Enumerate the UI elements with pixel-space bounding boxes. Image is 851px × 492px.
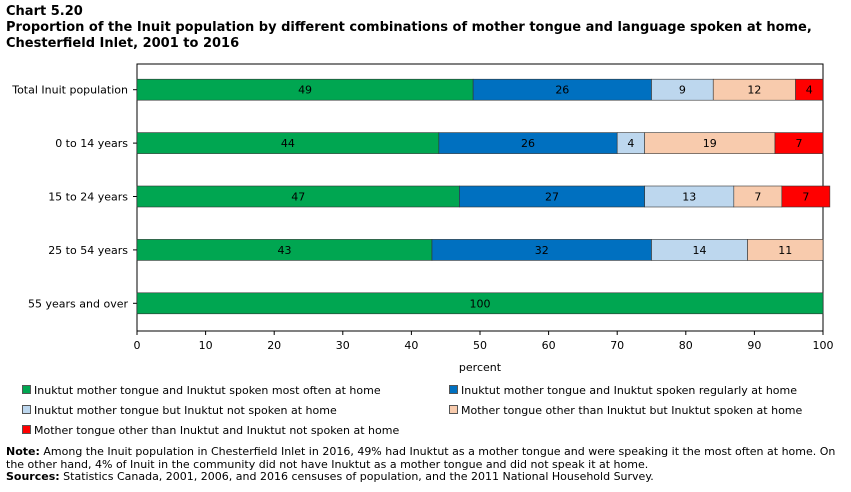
data-label: 4 — [627, 137, 634, 150]
note-line: Note: Among the Inuit population in Ches… — [6, 445, 848, 471]
data-label: 49 — [298, 84, 312, 97]
data-label: 7 — [754, 191, 761, 204]
legend-swatch — [449, 385, 458, 394]
legend-item: Mother tongue other than Inuktut but Inu… — [449, 404, 802, 417]
chart-label: Chart 5.20 — [6, 4, 83, 19]
sources-line: Sources: Statistics Canada, 2001, 2006, … — [6, 470, 848, 484]
category-label: Total Inuit population — [11, 84, 128, 97]
data-label: 12 — [747, 84, 761, 97]
legend-label: Mother tongue other than Inuktut but Inu… — [461, 404, 803, 417]
x-tick-label: 50 — [473, 339, 487, 352]
x-tick-label: 80 — [679, 339, 693, 352]
legend-item: Mother tongue other than Inuktut and Inu… — [22, 424, 399, 437]
legend-swatch — [22, 385, 31, 394]
data-label: 26 — [521, 137, 535, 150]
legend-label: Mother tongue other than Inuktut and Inu… — [34, 424, 400, 437]
x-tick-label: 20 — [267, 339, 281, 352]
legend-swatch — [22, 425, 31, 434]
legend-item: Inuktut mother tongue and Inuktut spoken… — [449, 384, 797, 397]
legend-item: Inuktut mother tongue but Inuktut not sp… — [22, 404, 337, 417]
x-tick-label: 100 — [813, 339, 834, 352]
data-label: 27 — [545, 191, 559, 204]
sources-label: Sources: — [6, 470, 60, 483]
x-tick-label: 70 — [610, 339, 624, 352]
data-label: 13 — [682, 191, 696, 204]
notes: Note: Among the Inuit population in Ches… — [6, 445, 848, 484]
bar-segment — [747, 239, 824, 261]
sources-text: Statistics Canada, 2001, 2006, and 2016 … — [63, 470, 654, 483]
legend-label: Inuktut mother tongue and Inuktut spoken… — [461, 384, 798, 397]
x-tick-label: 10 — [199, 339, 213, 352]
category-label: 55 years and over — [28, 297, 128, 310]
data-label: 43 — [277, 244, 291, 257]
data-label: 4 — [806, 84, 813, 97]
chart-title: Proportion of the Inuit population by di… — [6, 20, 812, 51]
bar-segment — [774, 132, 824, 154]
x-tick-label: 90 — [747, 339, 761, 352]
data-label: 26 — [555, 84, 569, 97]
data-label: 100 — [470, 297, 491, 310]
data-label: 44 — [281, 137, 295, 150]
x-axis-title: percent — [459, 361, 502, 374]
note-text: Among the Inuit population in Chesterfie… — [6, 445, 836, 471]
category-label: 15 to 24 years — [48, 191, 128, 204]
stacked-bar-chart: 0 10 20 30 40 50 60 70 80 90 100 percent Total Inuit… — [11, 63, 834, 374]
legend-item: Inuktut mother tongue and Inuktut spoken… — [22, 384, 381, 397]
x-tick-label: 30 — [336, 339, 350, 352]
category-label: 25 to 54 years — [48, 244, 128, 257]
data-label: 14 — [693, 244, 707, 257]
legend-swatch — [449, 405, 458, 414]
bar-segment — [781, 185, 831, 208]
data-label: 32 — [535, 244, 549, 257]
data-label: 19 — [703, 137, 717, 150]
legend-label: Inuktut mother tongue and Inuktut spoken… — [34, 384, 381, 397]
data-label: 47 — [291, 191, 305, 204]
note-label: Note: — [6, 445, 40, 458]
data-label: 7 — [795, 137, 802, 150]
bar-segment — [136, 292, 824, 315]
x-tick-label: 60 — [542, 339, 556, 352]
data-label: 7 — [802, 191, 809, 204]
legend-swatch — [22, 405, 31, 414]
data-label: 11 — [778, 244, 792, 257]
x-tick-label: 0 — [134, 339, 141, 352]
x-tick-label: 40 — [404, 339, 418, 352]
data-label: 9 — [679, 84, 686, 97]
category-label: 0 to 14 years — [55, 137, 128, 150]
legend-label: Inuktut mother tongue but Inuktut not sp… — [34, 404, 337, 417]
bar-segment — [795, 78, 824, 101]
